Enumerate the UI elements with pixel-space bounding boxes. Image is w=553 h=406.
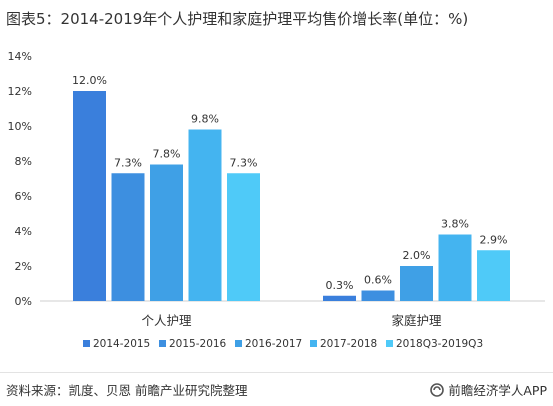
- data-label: 0.3%: [326, 279, 354, 292]
- y-tick-label: 0%: [15, 295, 32, 308]
- legend-swatch: [310, 340, 317, 347]
- data-label: 9.8%: [191, 113, 219, 126]
- data-label: 0.6%: [364, 274, 392, 287]
- qianzhan-logo-icon: [430, 382, 445, 397]
- legend-swatch: [159, 340, 166, 347]
- y-tick-label: 14%: [8, 50, 32, 63]
- y-tick-label: 2%: [15, 260, 32, 273]
- data-label: 7.8%: [153, 148, 181, 161]
- data-label: 2.9%: [480, 233, 508, 246]
- data-label: 7.3%: [114, 156, 142, 169]
- legend-swatch: [235, 340, 242, 347]
- footer: 资料来源：凯度、贝恩 前瞻产业研究院整理 前瞻经济学人APP: [0, 372, 553, 406]
- bar-2017-2018: [188, 129, 222, 301]
- bar-2015-2016: [111, 173, 145, 301]
- bar-2016-2017: [150, 164, 183, 301]
- legend-swatch: [83, 340, 90, 347]
- y-tick-label: 4%: [15, 225, 32, 238]
- y-tick-label: 6%: [15, 190, 32, 203]
- chart-title: 图表5：2014-2019年个人护理和家庭护理平均售价增长率(单位：%): [6, 10, 469, 28]
- legend-label: 2015-2016: [169, 338, 227, 350]
- y-tick-label: 8%: [15, 155, 32, 168]
- data-label: 2.0%: [403, 249, 431, 262]
- brand: 前瞻经济学人APP: [430, 380, 547, 399]
- bar-2018Q3-2019Q3: [227, 173, 260, 301]
- data-label: 12.0%: [72, 74, 107, 87]
- bar-2018Q3-2019Q3: [477, 250, 510, 301]
- legend-label: 2014-2015: [93, 338, 150, 350]
- legend-label: 2017-2018: [320, 338, 377, 350]
- y-tick-label: 12%: [8, 85, 32, 98]
- bar-2014-2015: [73, 91, 106, 301]
- bar-2016-2017: [400, 266, 433, 301]
- legend-label: 2018Q3-2019Q3: [396, 338, 483, 350]
- data-label: 3.8%: [441, 218, 469, 231]
- y-tick-label: 10%: [8, 120, 32, 133]
- bar-2014-2015: [323, 295, 356, 301]
- data-label: 7.3%: [230, 156, 258, 169]
- bar-chart: 0% 2% 4% 6% 8% 10% 12% 14% 12.0% 7.3% 7.8% 9.8% 7.3%…: [8, 50, 545, 350]
- brand-label: 前瞻经济学人APP: [448, 383, 547, 398]
- bar-2017-2018: [438, 234, 472, 301]
- x-category-label: 个人护理: [141, 313, 192, 328]
- source-note: 资料来源：凯度、贝恩 前瞻产业研究院整理: [6, 383, 248, 398]
- legend-label: 2016-2017: [245, 338, 302, 350]
- legend-swatch: [386, 340, 393, 347]
- x-category-label: 家庭护理: [391, 313, 442, 328]
- bar-2015-2016: [361, 290, 395, 301]
